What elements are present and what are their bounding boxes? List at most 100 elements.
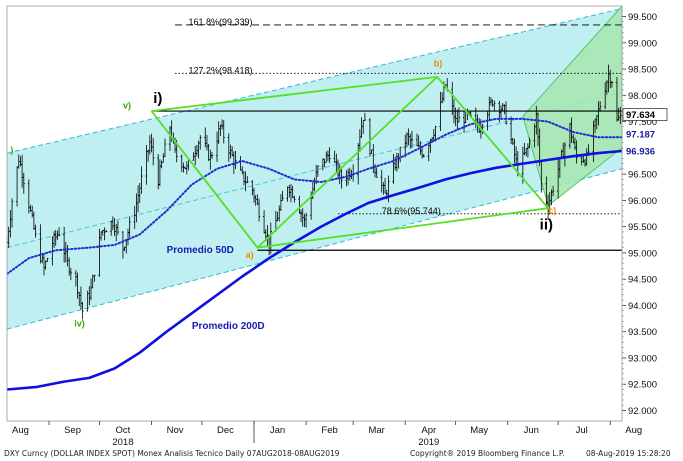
y-tick-label: 99.000 — [628, 38, 657, 49]
wave-line-0 — [150, 76, 549, 249]
price-bar — [116, 220, 120, 235]
x-year-label: 2019 — [418, 437, 439, 448]
annotation-label: ii) — [540, 216, 553, 233]
wave-line-1 — [151, 76, 438, 112]
price-bar — [257, 198, 261, 222]
green-channel-fill — [522, 6, 622, 207]
price-bar — [457, 107, 461, 123]
y-tick-label: 98.000 — [628, 91, 657, 102]
price-bar — [210, 151, 214, 160]
annotation-label: Promedio 50D — [167, 245, 234, 256]
price-bar — [246, 176, 249, 184]
price-bar — [22, 172, 26, 194]
annotation-label: 78.6%(95.744) — [382, 206, 441, 216]
price-bar — [304, 212, 308, 228]
x-tick-label: Oct — [116, 425, 131, 436]
x-tick-label: Jul — [576, 425, 588, 436]
y-tick-label: 96.500 — [628, 170, 657, 181]
price-label-text: 97.634 — [626, 110, 656, 121]
plot-frame — [6, 5, 623, 422]
annotation-label: b) — [434, 58, 443, 68]
y-tick-label: 98.500 — [628, 65, 657, 76]
x-tick-label: Jun — [524, 425, 539, 436]
price-label: 97.187 — [623, 128, 667, 141]
price-label-text: 96.936 — [626, 146, 655, 157]
price-bar — [610, 80, 614, 88]
price-bar — [328, 147, 331, 164]
price-bar — [316, 165, 320, 177]
x-tick-label: Nov — [167, 425, 184, 436]
annotation-label: i) — [153, 90, 162, 107]
annotation-label: 127.2%(98.418) — [188, 65, 252, 75]
annotation-label: ) — [10, 145, 13, 155]
y-tick-label: 96.000 — [628, 196, 657, 207]
x-tick-label: Aug — [12, 425, 29, 436]
price-bar — [422, 154, 425, 158]
price-bar — [575, 140, 578, 164]
price-bar — [551, 185, 555, 197]
price-label-box — [623, 144, 667, 157]
y-tick-label: 93.500 — [628, 327, 657, 338]
price-label-box — [623, 128, 667, 141]
annotation-label: c) — [548, 206, 556, 216]
y-tick-label: 92.000 — [628, 406, 657, 417]
x-tick-label: Apr — [421, 425, 436, 436]
price-bar — [293, 195, 296, 203]
plot-content: 161.8%(99.339) 127.2%(98.418) 78.6%(95.744… — [7, 6, 622, 391]
price-bar — [234, 150, 237, 169]
price-bar — [363, 113, 367, 121]
channel-upper-line — [7, 8, 622, 154]
x-axis: Aug Sep Oct Nov Dec Jan Feb Mar Apr May Jun Jul Aug 2… — [12, 421, 642, 448]
x-tick-label: Dec — [217, 425, 234, 436]
annotation-label: 161.8%(99.339) — [188, 17, 252, 27]
footer-bar: DXY Curncy (DOLLAR INDEX SPOT) Monex Ana… — [0, 447, 683, 461]
ma50-line — [7, 117, 622, 275]
price-bar — [81, 301, 84, 320]
x-tick-label: Aug — [625, 425, 642, 436]
price-bar — [163, 138, 167, 157]
y-tick-label: 99.500 — [628, 12, 657, 23]
price-label-text: 97.187 — [626, 130, 655, 141]
price-bar — [528, 137, 531, 149]
price-bar — [34, 224, 37, 238]
price-bar — [93, 274, 96, 282]
y-axis: 99.50099.00098.50098.00097.50097.00096.5… — [622, 12, 668, 417]
footer-source: DXY Curncy (DOLLAR INDEX SPOT) Monex Ana… — [4, 449, 340, 458]
price-bar — [340, 166, 343, 189]
y-tick-label: 94.500 — [628, 275, 657, 286]
price-bar — [10, 198, 14, 228]
x-tick-label: Jan — [270, 425, 285, 436]
footer-timestamp: 08-Aug-2019 15:28:20 — [586, 449, 671, 458]
channel-lower-line — [7, 168, 622, 330]
price-bar — [410, 130, 414, 148]
price-bar — [481, 123, 484, 135]
price-bar — [504, 101, 508, 125]
price-bar — [222, 120, 225, 144]
price-bar — [281, 190, 284, 201]
annotation-label: iv) — [74, 318, 85, 328]
x-year-label: 2018 — [112, 437, 133, 448]
x-tick-label: Mar — [368, 425, 384, 436]
price-bar — [140, 166, 143, 194]
channel-fill — [7, 8, 622, 330]
y-tick-label: 95.000 — [628, 248, 657, 259]
x-tick-label: Sep — [64, 425, 81, 436]
price-label-box — [622, 108, 668, 121]
price-bar — [199, 135, 202, 150]
price-bar — [69, 267, 73, 281]
x-tick-label: Feb — [321, 425, 337, 436]
annotation-label: a) — [246, 250, 254, 260]
y-tick-label: 97.500 — [628, 117, 657, 128]
price-bar — [104, 229, 108, 233]
y-tick-label: 94.000 — [628, 301, 657, 312]
x-tick-label: May — [470, 425, 488, 436]
footer-copyright: Copyright® 2019 Bloomberg Finance L.P. — [410, 449, 565, 458]
ma200-line — [7, 149, 622, 391]
y-tick-label: 93.000 — [628, 353, 657, 364]
annotation-label: Promedio 200D — [192, 321, 265, 332]
wave-line-2 — [257, 207, 549, 249]
price-label: 97.634 — [622, 108, 668, 121]
price-bar — [493, 100, 496, 112]
plot-area: 161.8%(99.339) 127.2%(98.418) 78.6%(95.744… — [6, 5, 623, 422]
